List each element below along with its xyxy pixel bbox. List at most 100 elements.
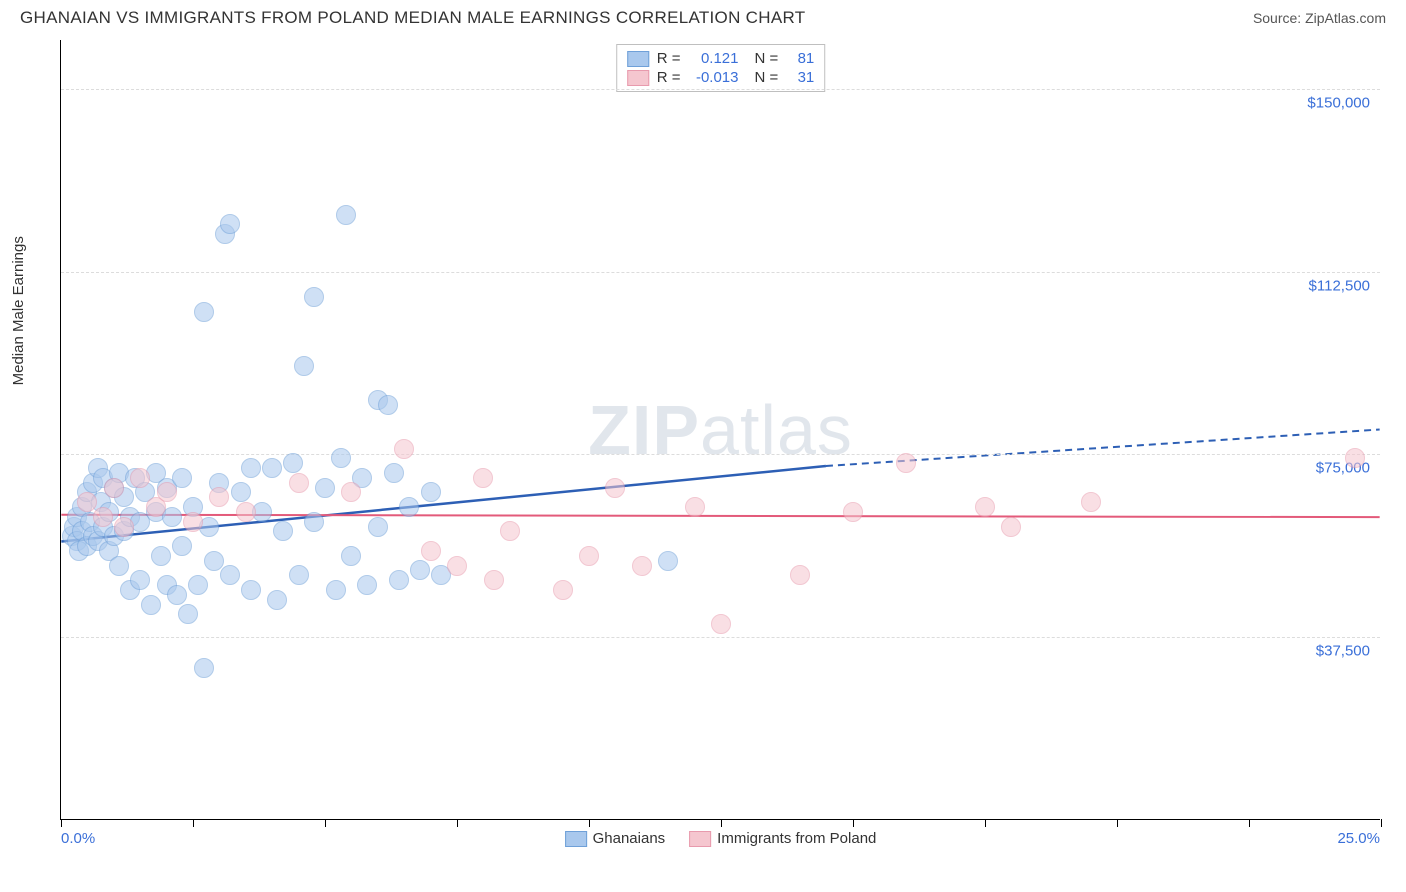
stat-n-label: N = (755, 50, 779, 67)
y-axis-label: Median Male Earnings (10, 236, 27, 385)
data-point (294, 356, 314, 376)
data-point (109, 556, 129, 576)
stats-legend-row: R =-0.013N =31 (627, 68, 815, 87)
x-tick (61, 819, 62, 827)
x-axis-min-label: 0.0% (61, 830, 95, 847)
data-point (389, 570, 409, 590)
data-point (447, 556, 467, 576)
x-tick (1249, 819, 1250, 827)
source-label: Source: ZipAtlas.com (1253, 10, 1386, 26)
y-tick-label: $37,500 (1316, 643, 1370, 660)
data-point (336, 205, 356, 225)
data-point (790, 565, 810, 585)
data-point (1345, 448, 1365, 468)
data-point (399, 497, 419, 517)
data-point (304, 512, 324, 532)
data-point (500, 521, 520, 541)
data-point (130, 570, 150, 590)
stats-legend-row: R = 0.121 N = 81 (627, 49, 815, 68)
trend-lines (61, 40, 1380, 819)
data-point (685, 497, 705, 517)
x-tick (1381, 819, 1382, 827)
data-point (341, 482, 361, 502)
data-point (368, 517, 388, 537)
data-point (553, 580, 573, 600)
data-point (378, 395, 398, 415)
data-point (241, 580, 261, 600)
data-point (421, 541, 441, 561)
stat-n-value: 81 (786, 50, 814, 67)
x-tick (985, 819, 986, 827)
x-tick (457, 819, 458, 827)
data-point (896, 453, 916, 473)
data-point (357, 575, 377, 595)
data-point (579, 546, 599, 566)
data-point (484, 570, 504, 590)
gridline-h (61, 89, 1380, 90)
legend-swatch (689, 831, 711, 847)
data-point (151, 546, 171, 566)
series-legend: Ghanaians Immigrants from Poland (565, 830, 877, 847)
legend-swatch (565, 831, 587, 847)
legend-swatch (627, 51, 649, 67)
x-tick (325, 819, 326, 827)
data-point (167, 585, 187, 605)
data-point (1081, 492, 1101, 512)
data-point (172, 536, 192, 556)
data-point (632, 556, 652, 576)
chart-title: GHANAIAN VS IMMIGRANTS FROM POLAND MEDIA… (20, 8, 805, 28)
data-point (130, 468, 150, 488)
data-point (262, 458, 282, 478)
x-tick (1117, 819, 1118, 827)
data-point (236, 502, 256, 522)
x-tick (193, 819, 194, 827)
data-point (289, 473, 309, 493)
data-point (711, 614, 731, 634)
data-point (93, 507, 113, 527)
stat-n-label: N = (755, 69, 779, 86)
data-point (473, 468, 493, 488)
data-point (341, 546, 361, 566)
data-point (241, 458, 261, 478)
data-point (304, 287, 324, 307)
data-point (194, 658, 214, 678)
data-point (172, 468, 192, 488)
data-point (384, 463, 404, 483)
data-point (183, 512, 203, 532)
scatter-plot: ZIPatlas R =0.121N =81R =-0.013N =31 0.0… (60, 40, 1380, 820)
stat-r-value: -0.013 (689, 69, 739, 86)
data-point (273, 521, 293, 541)
gridline-h (61, 272, 1380, 273)
x-axis-max-label: 25.0% (1337, 830, 1380, 847)
x-tick (721, 819, 722, 827)
data-point (231, 482, 251, 502)
data-point (114, 517, 134, 537)
data-point (77, 492, 97, 512)
data-point (421, 482, 441, 502)
data-point (104, 478, 124, 498)
chart-container: Median Male Earnings ZIPatlas R =0.121N … (20, 40, 1386, 880)
data-point (204, 551, 224, 571)
stats-legend: R =0.121N =81R =-0.013N =31 (616, 44, 826, 92)
x-tick (589, 819, 590, 827)
data-point (220, 565, 240, 585)
data-point (194, 302, 214, 322)
stat-r-label: R = (657, 69, 681, 86)
stat-r-label: R = (657, 50, 681, 67)
x-tick (853, 819, 854, 827)
stat-r-value: 0.121 (689, 50, 739, 67)
legend-series-name: Ghanaians (593, 830, 666, 847)
data-point (1001, 517, 1021, 537)
data-point (394, 439, 414, 459)
data-point (326, 580, 346, 600)
y-tick-label: $112,500 (1309, 277, 1370, 294)
data-point (141, 595, 161, 615)
data-point (315, 478, 335, 498)
legend-series-name: Immigrants from Poland (717, 830, 876, 847)
data-point (975, 497, 995, 517)
data-point (289, 565, 309, 585)
legend-item: Immigrants from Poland (689, 830, 876, 847)
data-point (843, 502, 863, 522)
watermark: ZIPatlas (588, 390, 853, 470)
data-point (188, 575, 208, 595)
